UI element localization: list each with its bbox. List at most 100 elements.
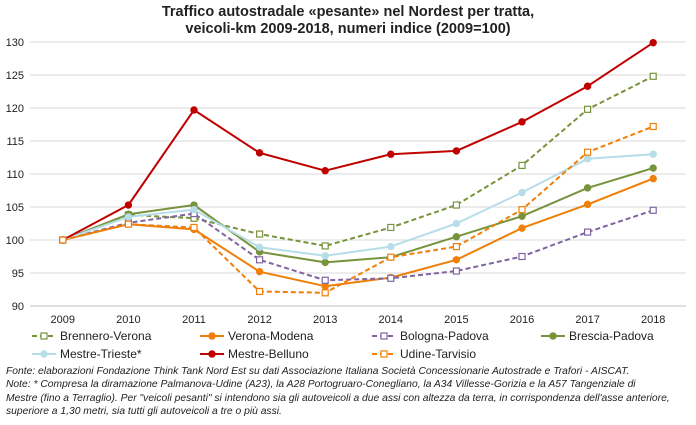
data-point-mestre-trieste [124,213,133,221]
chart-title: Traffico autostradale «pesante» nel Nord… [0,4,696,38]
data-point-udine-tarvisio [649,122,657,131]
data-point-udine-tarvisio [190,223,198,232]
data-point-udine-tarvisio [387,253,395,261]
data-point-mestre-belluno [387,150,395,158]
data-point-mestre-belluno [255,149,264,157]
data-point-brennero-verona [321,242,329,250]
data-point-mestre-trieste [387,242,395,251]
series-line-verona-modena [62,177,654,288]
data-point-mestre-belluno [190,106,198,114]
legend-marker [380,350,388,358]
data-point-mestre-belluno [583,82,592,90]
x-tick-label: 2015 [444,314,468,326]
legend-label: Mestre-Trieste* [60,347,142,361]
y-tick-label: 95 [12,268,24,280]
source-line-4: superiore a 1,30 metri, sia tutti gli au… [6,405,282,417]
legend-marker [40,332,48,340]
data-point-bologna-padova [321,276,329,284]
legend-label: Udine-Tarvisio [400,347,476,361]
data-point-mestre-belluno [518,118,526,126]
data-point-verona-modena [518,224,526,232]
legend-label: Mestre-Belluno [228,347,309,361]
source-line-1: Fonte: elaborazioni Fondazione Think Tan… [6,366,630,377]
data-point-brennero-verona [256,230,264,238]
y-tick-label: 90 [12,301,24,313]
series-line-udine-tarvisio [62,125,654,294]
x-tick-label: 2016 [510,314,534,326]
x-tick-label: 2012 [247,314,271,326]
series-line-brennero-verona [62,75,654,247]
legend-marker [40,350,48,358]
source-line-3: Mestre (fino a Terraglio). Per "veicoli … [6,392,670,404]
series-line-bologna-padova [62,209,654,282]
legend-item-brennero-verona: Brennero-Verona [32,329,152,343]
data-point-verona-modena [255,267,264,276]
source-line-2: Note: * Compresa la diramazione Palmanov… [6,379,636,391]
legend-item-mestre-trieste: Mestre-Trieste* [32,347,142,361]
series-lines [59,38,657,297]
series-mestre-trieste [59,150,657,260]
data-point-mestre-trieste [518,188,526,197]
x-tick-label: 2018 [641,314,665,326]
data-point-udine-tarvisio [518,206,526,214]
x-tick-label: 2011 [182,314,206,326]
data-point-verona-modena [452,256,461,264]
data-point-verona-modena [321,282,329,290]
data-point-udine-tarvisio [583,148,592,156]
data-point-mestre-trieste [583,155,592,163]
series-brennero-verona [59,72,657,250]
y-tick-label: 110 [6,169,24,181]
y-tick-label: 115 [6,136,24,148]
data-point-udine-tarvisio [452,243,460,251]
y-tick-label: 100 [6,235,24,247]
legend-marker [208,332,216,340]
y-tick-label: 125 [6,70,24,82]
series-udine-tarvisio [59,122,657,297]
data-point-brescia-padova [452,233,461,241]
legend-label: Verona-Modena [228,329,314,343]
data-point-mestre-belluno [124,201,133,209]
legend-item-verona-modena: Verona-Modena [200,329,314,343]
data-point-mestre-trieste [452,219,461,228]
legend-item-brescia-padova: Brescia-Padova [541,329,654,343]
data-point-verona-modena [583,200,592,209]
series-bologna-padova [59,206,657,284]
axes: 90 95 100 105 110 115 120 125 130 2009 2010 2011 201… [6,37,686,326]
data-point-brennero-verona [518,161,526,170]
data-point-brescia-padova [518,212,526,220]
legend-marker [549,332,557,340]
y-tick-label: 120 [6,103,24,115]
data-point-mestre-belluno [452,147,461,155]
data-point-brescia-padova [321,258,329,267]
data-point-brennero-verona [649,72,657,80]
x-tick-label: 2013 [313,314,337,326]
data-point-brescia-padova [583,184,592,192]
legend-item-bologna-padova: Bologna-Padova [372,329,489,343]
data-point-brennero-verona [452,201,460,209]
data-point-mestre-belluno [321,167,329,175]
x-tick-label: 2014 [379,314,403,326]
data-point-brennero-verona [387,223,395,232]
data-point-udine-tarvisio [124,220,133,228]
data-point-mestre-trieste [255,243,264,251]
chart-title-line-2: veicoli-km 2009-2018, numeri indice (200… [185,21,511,37]
y-tick-label: 130 [6,37,24,49]
data-point-mestre-trieste [190,205,198,214]
legend: Brennero-Verona Verona-Modena Bologna-Pado… [32,329,654,361]
legend-marker [380,332,388,340]
series-verona-modena [59,174,657,290]
series-line-mestre-belluno [62,41,654,241]
chart-title-line-1: Traffico autostradale «pesante» nel Nord… [161,4,535,20]
source-notes: Fonte: elaborazioni Fondazione Think Tan… [6,365,692,418]
y-tick-label: 105 [6,202,24,214]
data-point-udine-tarvisio [256,287,264,296]
data-point-brescia-padova [649,164,657,172]
legend-item-udine-tarvisio: Udine-Tarvisio [372,347,476,361]
legend-label: Brescia-Padova [569,329,654,343]
series-line-mestre-trieste [62,153,654,257]
data-point-verona-modena [649,174,657,183]
data-point-udine-tarvisio [59,236,67,244]
legend-label: Bologna-Padova [400,329,489,343]
x-tick-label: 2017 [575,314,599,326]
line-chart: 90 95 100 105 110 115 120 125 130 2009 2010 2011 201… [6,37,686,361]
